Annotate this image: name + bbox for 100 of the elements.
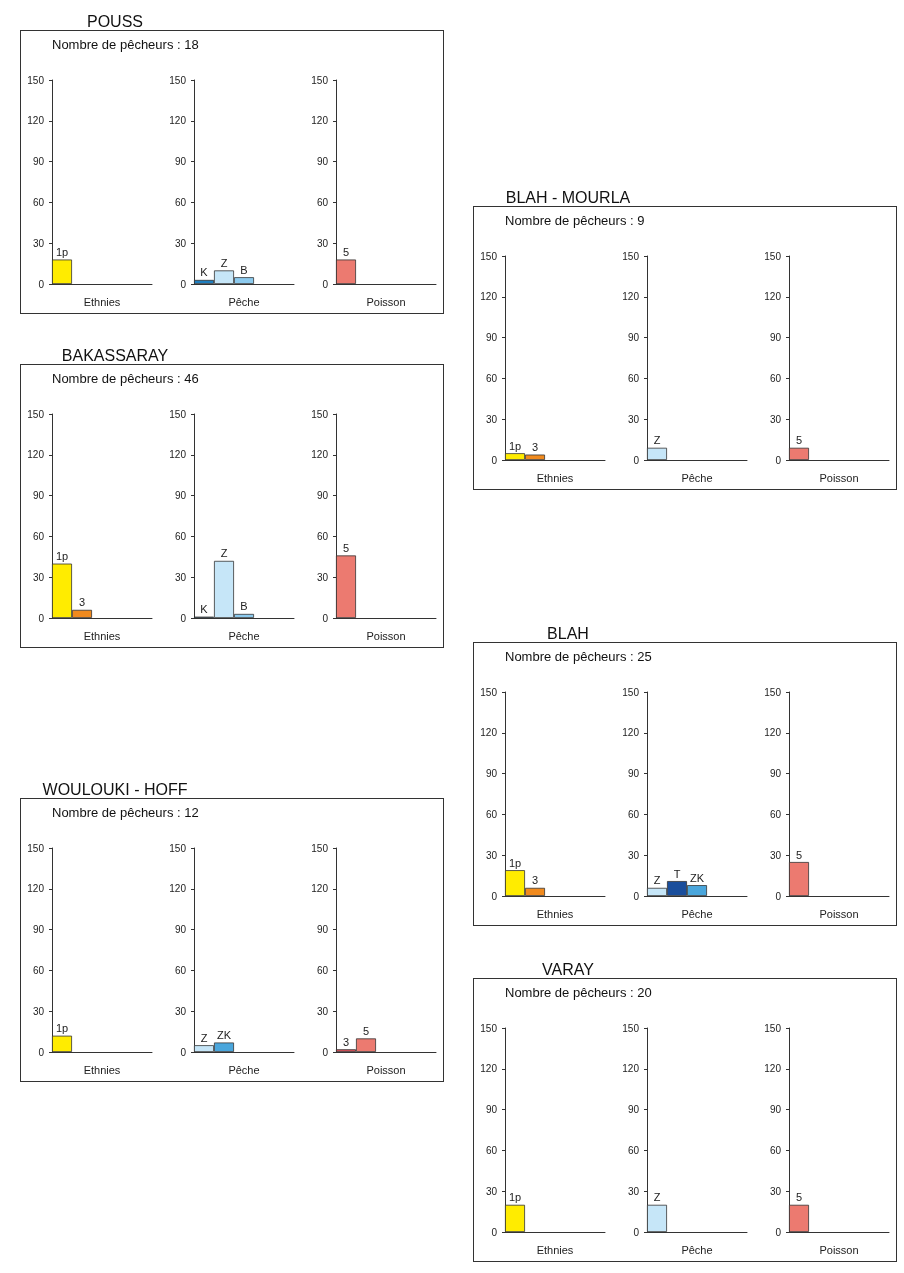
y-tick-label: 150 — [27, 842, 45, 854]
y-tick-label: 60 — [627, 372, 640, 384]
series-label: 3 — [531, 874, 539, 887]
y-tick-label: 0 — [322, 1046, 329, 1058]
chart-title: BLAH — [547, 624, 589, 642]
y-tick-label: 120 — [480, 727, 498, 739]
y-tick-label: 120 — [169, 115, 187, 127]
y-tick-label: 30 — [485, 849, 498, 861]
y-tick-label: 90 — [485, 1104, 498, 1116]
y-tick-label: 90 — [32, 156, 45, 168]
y-tick-label: 90 — [627, 1104, 640, 1116]
y-tick-label: 120 — [311, 883, 329, 895]
x-axis-title: Pêche — [228, 1063, 260, 1076]
series-label: K — [200, 266, 209, 279]
y-tick-label: 60 — [627, 1144, 640, 1156]
y-tick-label: 30 — [174, 1005, 187, 1017]
series-label: 1p — [508, 439, 522, 452]
y-tick-label: 0 — [491, 454, 498, 466]
x-axis-title: Pêche — [681, 907, 713, 920]
series-label: 1p — [508, 1191, 522, 1204]
x-axis-title: Poisson — [366, 1063, 406, 1076]
y-tick-label: 120 — [27, 115, 45, 127]
y-tick-label: 90 — [174, 490, 187, 502]
y-tick-label: 150 — [311, 842, 329, 854]
series-label: 5 — [795, 848, 803, 861]
y-tick-label: 150 — [169, 408, 187, 420]
y-tick-label: 0 — [322, 612, 329, 624]
y-tick-label: 150 — [169, 842, 187, 854]
series-label: K — [200, 603, 209, 616]
y-tick-label: 60 — [174, 196, 187, 208]
y-tick-label: 150 — [27, 408, 45, 420]
y-tick-label: 120 — [480, 291, 498, 303]
y-tick-label: 0 — [491, 890, 498, 902]
series-label: 3 — [78, 596, 86, 609]
text: Nombre de pêcheurs : 18 — [52, 37, 199, 52]
y-tick-label: 0 — [775, 1226, 782, 1238]
series-label: ZK — [689, 871, 705, 884]
series-label: Z — [653, 434, 661, 447]
y-tick-label: 60 — [316, 196, 329, 208]
y-tick-label: 120 — [622, 1063, 640, 1075]
y-tick-label: 90 — [769, 768, 782, 780]
y-tick-label: 150 — [764, 686, 782, 698]
y-tick-label: 90 — [32, 490, 45, 502]
chart-title: POUSS — [86, 12, 144, 30]
y-tick-label: 60 — [316, 964, 329, 976]
x-axis-title: Poisson — [366, 295, 406, 308]
x-axis-title: Ethnies — [83, 629, 121, 642]
y-tick-label: 30 — [627, 413, 640, 425]
y-tick-label: 90 — [627, 332, 640, 344]
series-label: Z — [653, 874, 661, 887]
y-tick-label: 120 — [764, 1063, 782, 1075]
y-tick-label: 90 — [769, 332, 782, 344]
y-tick-label: 30 — [769, 413, 782, 425]
series-label: 5 — [362, 1024, 370, 1037]
y-tick-label: 30 — [174, 571, 187, 583]
y-tick-label: 120 — [27, 449, 45, 461]
y-tick-label: 90 — [316, 924, 329, 936]
y-tick-label: 150 — [311, 408, 329, 420]
series-label: Z — [220, 547, 228, 560]
series-label: 5 — [795, 1191, 803, 1204]
y-tick-label: 0 — [38, 612, 45, 624]
x-axis-title: Poisson — [366, 629, 406, 642]
series-label: 3 — [531, 441, 539, 454]
text: Nombre de pêcheurs : 12 — [52, 805, 199, 820]
y-tick-label: 60 — [32, 196, 45, 208]
y-tick-label: 30 — [627, 1185, 640, 1197]
y-tick-label: 30 — [485, 1185, 498, 1197]
y-tick-label: 150 — [622, 250, 640, 262]
y-tick-label: 30 — [485, 413, 498, 425]
y-tick-label: 120 — [622, 291, 640, 303]
y-tick-label: 120 — [27, 883, 45, 895]
y-tick-label: 60 — [316, 530, 329, 542]
x-axis-title: Pêche — [228, 629, 260, 642]
y-tick-label: 120 — [311, 449, 329, 461]
x-axis-title: Poisson — [819, 907, 859, 920]
y-tick-label: 30 — [316, 237, 329, 249]
y-tick-label: 60 — [769, 372, 782, 384]
y-tick-label: 60 — [485, 1144, 498, 1156]
y-tick-label: 0 — [38, 278, 45, 290]
series-label: ZK — [216, 1028, 232, 1041]
series-label: 1p — [55, 246, 69, 259]
y-tick-label: 0 — [180, 278, 187, 290]
text: Nombre de pêcheurs : 20 — [505, 985, 652, 1000]
y-tick-label: 0 — [775, 454, 782, 466]
y-tick-label: 150 — [480, 1022, 498, 1034]
x-axis-title: Poisson — [819, 1243, 859, 1256]
x-axis-title: Pêche — [228, 295, 260, 308]
y-tick-label: 150 — [27, 74, 45, 86]
text: Nombre de pêcheurs : 9 — [505, 213, 645, 228]
y-tick-label: 150 — [622, 1022, 640, 1034]
y-tick-label: 0 — [322, 278, 329, 290]
y-tick-label: 150 — [480, 250, 498, 262]
y-tick-label: 120 — [764, 727, 782, 739]
series-label: 3 — [342, 1035, 350, 1048]
x-axis-title: Pêche — [681, 471, 713, 484]
series-label: T — [673, 867, 681, 880]
y-tick-label: 60 — [174, 964, 187, 976]
y-tick-label: 30 — [32, 237, 45, 249]
x-axis-title: Ethnies — [536, 1243, 574, 1256]
y-tick-label: 150 — [480, 686, 498, 698]
